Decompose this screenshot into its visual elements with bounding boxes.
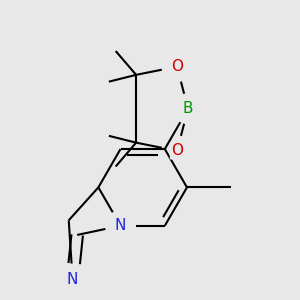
Text: N: N	[115, 218, 126, 233]
Text: N: N	[67, 272, 78, 286]
Text: B: B	[183, 101, 193, 116]
Text: O: O	[171, 143, 183, 158]
Text: O: O	[171, 59, 183, 74]
